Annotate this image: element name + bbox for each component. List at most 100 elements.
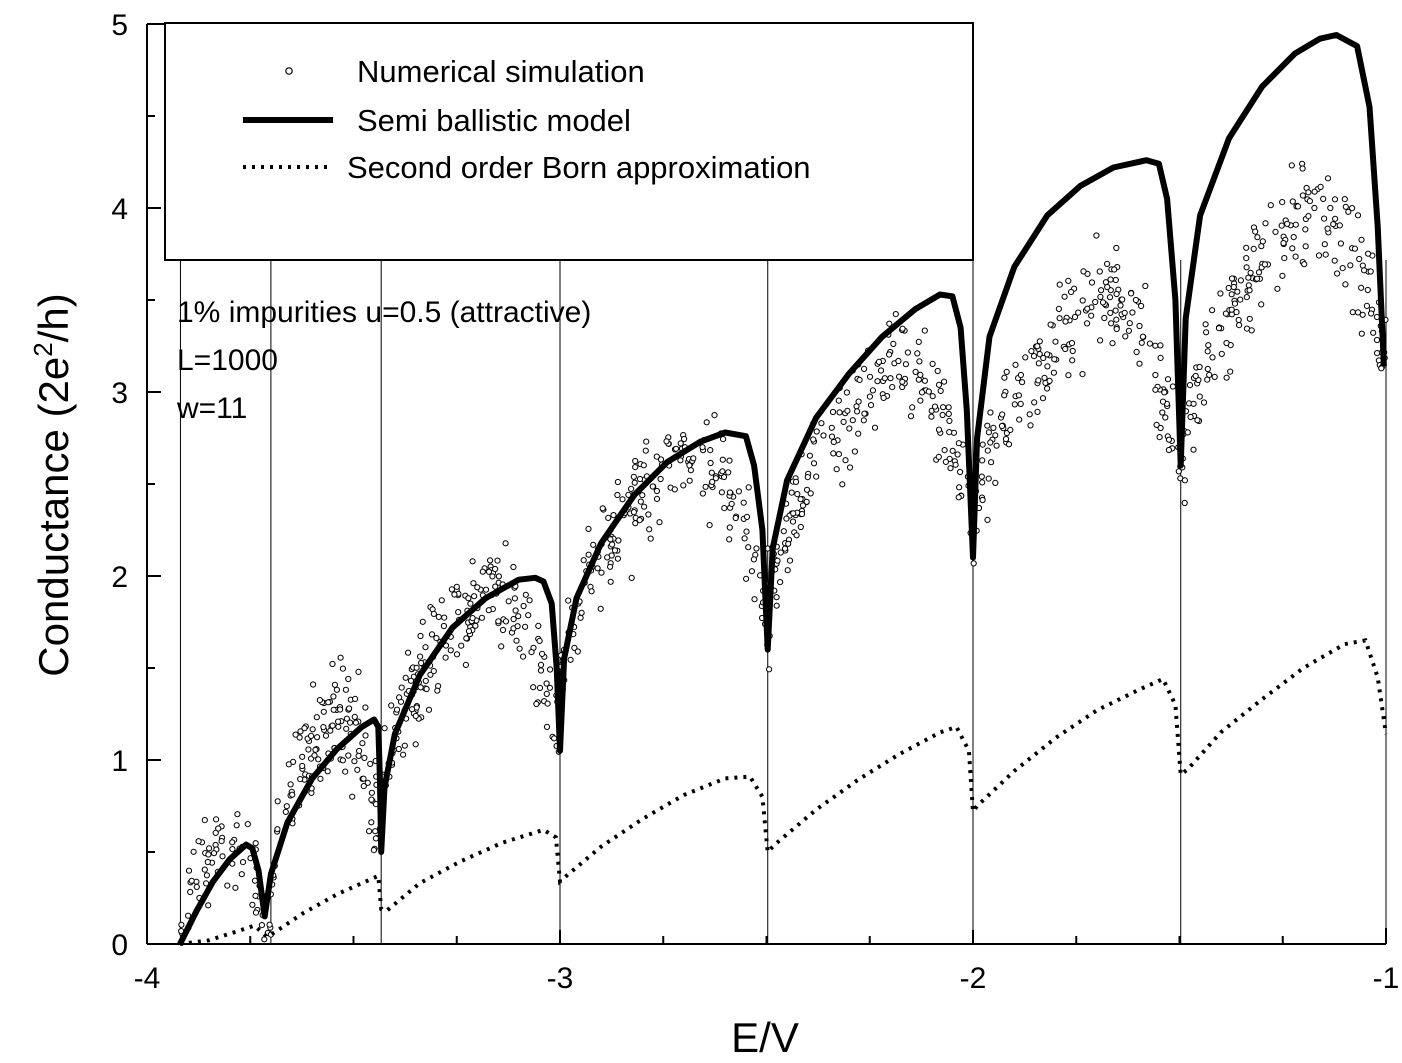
simulation-point (839, 481, 846, 488)
simulation-point (1011, 401, 1018, 408)
simulation-point (330, 693, 337, 700)
legend-label-semi-ballistic: Semi ballistic model (357, 103, 631, 138)
simulation-point (1111, 266, 1118, 273)
simulation-point (495, 618, 502, 625)
simulation-point (435, 613, 442, 621)
simulation-point (528, 649, 535, 656)
simulation-point (423, 685, 430, 693)
simulation-point (892, 311, 899, 318)
simulation-point (1132, 296, 1140, 304)
simulation-point (861, 365, 868, 372)
simulation-point (1354, 212, 1362, 219)
simulation-point (1206, 371, 1213, 378)
simulation-point (987, 409, 994, 416)
simulation-point (979, 479, 986, 486)
simulation-point (1322, 251, 1329, 258)
simulation-point (1235, 316, 1242, 324)
simulation-point (229, 839, 236, 846)
simulation-point (1337, 240, 1345, 247)
simulation-point (677, 440, 684, 447)
simulation-point (640, 462, 647, 469)
simulation-point (1321, 215, 1328, 222)
simulation-point (1211, 373, 1218, 380)
simulation-point (1051, 356, 1058, 363)
simulation-point (610, 512, 617, 519)
simulation-point (702, 483, 709, 490)
simulation-point (946, 417, 953, 424)
simulation-point (372, 835, 379, 842)
simulation-point (402, 674, 409, 681)
simulation-point (1017, 400, 1024, 407)
simulation-point (721, 505, 728, 512)
simulation-point (299, 762, 306, 770)
simulation-point (935, 381, 943, 388)
simulation-point (1169, 383, 1177, 390)
simulation-point (239, 859, 247, 866)
simulation-point (970, 560, 977, 567)
simulation-point (339, 757, 346, 764)
simulation-point (790, 510, 797, 517)
simulation-point (1069, 347, 1076, 355)
simulation-point (1113, 325, 1120, 333)
simulation-point (615, 537, 622, 544)
simulation-point (890, 340, 897, 347)
simulation-point (1311, 204, 1318, 212)
simulation-point (430, 668, 437, 675)
simulation-point (505, 598, 512, 605)
simulation-point (719, 456, 726, 463)
simulation-point (711, 412, 718, 419)
simulation-point (299, 753, 306, 760)
simulation-point (1194, 417, 1201, 424)
simulation-point (988, 459, 995, 466)
simulation-point (1159, 409, 1166, 416)
simulation-point (797, 496, 804, 503)
semi-ballistic-curve (177, 32, 1387, 946)
simulation-point (653, 487, 661, 495)
simulation-point (813, 428, 820, 435)
simulation-point (283, 803, 290, 810)
simulation-point (1373, 336, 1381, 344)
simulation-point (1031, 399, 1038, 406)
simulation-point (331, 681, 338, 688)
simulation-point (599, 505, 606, 512)
simulation-point (396, 694, 403, 701)
simulation-point (1136, 360, 1143, 367)
simulation-point (1299, 192, 1307, 199)
simulation-point (1223, 374, 1230, 381)
simulation-point (851, 448, 859, 455)
simulation-point (706, 522, 713, 529)
simulation-point (699, 490, 707, 497)
simulation-point (349, 793, 356, 800)
simulation-point (285, 761, 292, 768)
simulation-point (598, 569, 605, 576)
simulation-point (928, 413, 935, 420)
simulation-point (866, 393, 874, 400)
simulation-point (726, 536, 733, 543)
simulation-point (1234, 288, 1241, 295)
simulation-point (945, 410, 952, 417)
simulation-point (1056, 315, 1063, 322)
simulation-point (609, 541, 616, 548)
simulation-point (1368, 310, 1375, 317)
simulation-point (1062, 345, 1069, 353)
simulation-point (1136, 322, 1143, 330)
simulation-point (707, 459, 714, 467)
simulation-point (311, 752, 318, 759)
simulation-point (902, 361, 910, 368)
simulation-point (487, 557, 494, 564)
simulation-point (1336, 222, 1343, 229)
simulation-point (1109, 340, 1116, 347)
simulation-point (544, 700, 551, 707)
simulation-point (614, 478, 622, 486)
simulation-point (735, 488, 743, 495)
simulation-point (313, 714, 320, 721)
simulation-point (479, 568, 486, 575)
simulation-point (470, 580, 477, 587)
simulation-point (442, 654, 449, 661)
simulation-point (597, 605, 604, 612)
simulation-point (502, 540, 509, 547)
simulation-point (1321, 241, 1328, 248)
x-tick-label: -1 (1373, 962, 1400, 995)
simulation-point (861, 410, 868, 417)
simulation-point (1112, 307, 1119, 314)
